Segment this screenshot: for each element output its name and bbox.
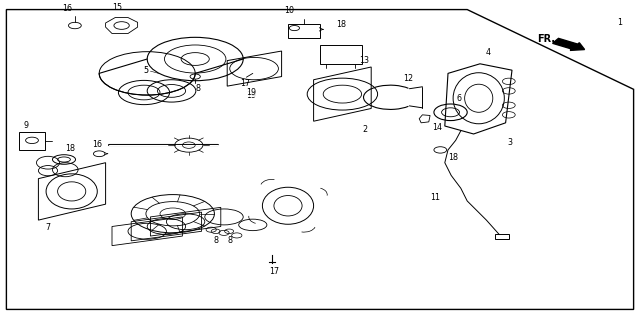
Text: 6: 6 [457,94,462,103]
Text: 15: 15 [112,3,122,12]
Bar [288,24,320,38]
Text: 9: 9 [23,121,28,130]
Text: 19: 19 [246,88,256,97]
Text: 8: 8 [196,84,201,93]
Text: 18: 18 [448,153,458,162]
Text: 8: 8 [213,236,218,245]
Text: 12: 12 [403,74,413,83]
Text: 5: 5 [143,66,148,75]
Text: 2: 2 [362,125,367,134]
Text: 16: 16 [92,140,102,149]
Text: 18: 18 [65,145,76,153]
Bar [320,45,362,64]
Text: FR.: FR. [538,34,556,44]
Text: 17: 17 [240,79,250,88]
Text: 5: 5 [143,66,148,75]
FancyArrow shape [552,38,584,50]
Text: 16: 16 [62,4,72,13]
Bar [495,234,509,239]
Text: 19: 19 [246,91,256,100]
Bar [19,132,45,150]
Text: 7: 7 [45,223,51,232]
Text: 8: 8 [228,236,233,245]
Text: 13: 13 [359,56,369,65]
Text: 17: 17 [269,267,279,276]
Text: 4: 4 [486,48,491,57]
Text: 18: 18 [336,20,346,29]
Text: 3: 3 [508,138,513,147]
Text: 11: 11 [430,193,440,202]
Text: 1: 1 [617,19,622,27]
Text: 14: 14 [433,123,443,132]
Text: 10: 10 [284,6,294,15]
